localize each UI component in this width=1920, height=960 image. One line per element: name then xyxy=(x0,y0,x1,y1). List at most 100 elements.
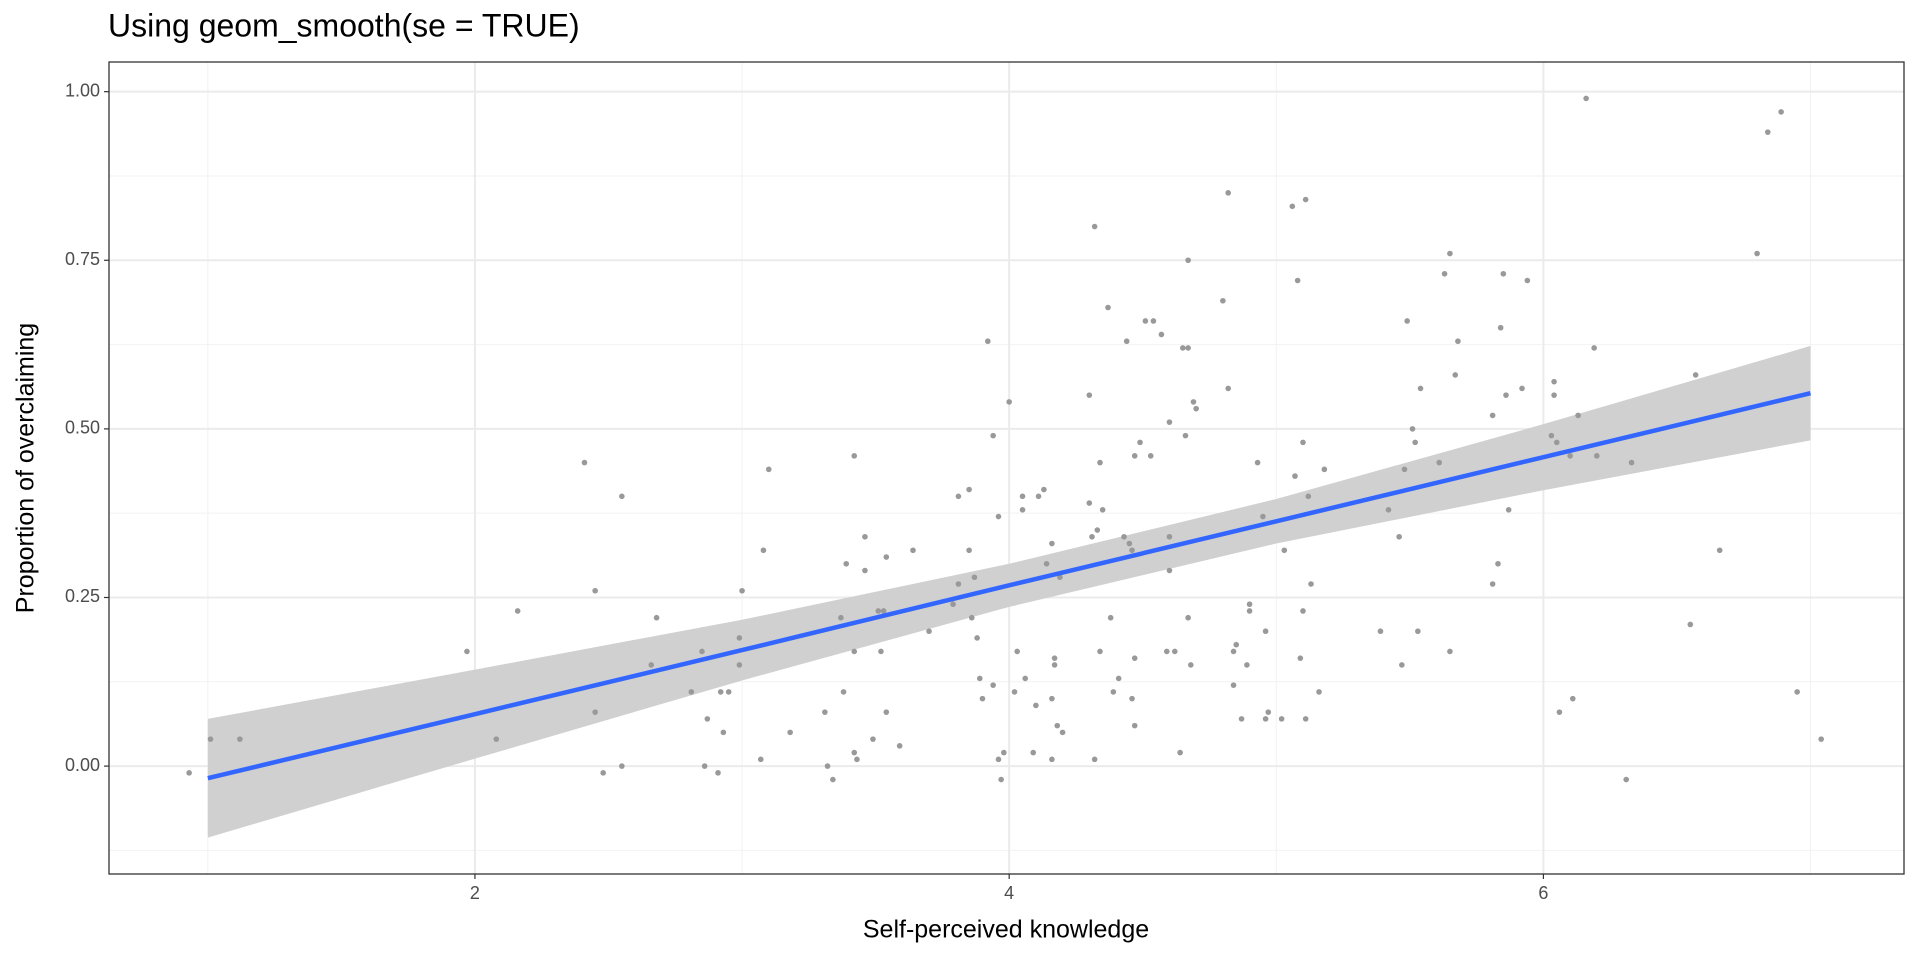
point xyxy=(1687,621,1694,628)
point xyxy=(896,743,903,749)
point xyxy=(1551,378,1557,385)
point xyxy=(1163,648,1170,655)
y-axis-title: Proportion of overclaiming xyxy=(12,323,40,613)
point xyxy=(851,648,858,655)
point xyxy=(1041,486,1047,493)
point xyxy=(1404,318,1410,324)
point xyxy=(971,574,978,581)
point xyxy=(1300,608,1306,614)
point xyxy=(1091,223,1098,230)
point xyxy=(1292,473,1298,479)
point xyxy=(581,459,588,466)
point xyxy=(592,587,598,594)
point xyxy=(1182,432,1189,439)
point xyxy=(648,662,655,668)
point xyxy=(926,628,932,635)
point xyxy=(1033,702,1039,709)
point xyxy=(1305,493,1312,500)
point xyxy=(1193,405,1199,412)
point xyxy=(1623,776,1630,783)
confidence-band xyxy=(207,345,1811,838)
point xyxy=(1014,648,1020,655)
point xyxy=(1150,318,1157,324)
point xyxy=(720,729,727,736)
point xyxy=(1185,257,1191,264)
y-tick-label: 0.00 xyxy=(65,755,100,775)
point xyxy=(870,736,876,742)
point xyxy=(1308,581,1314,587)
point xyxy=(1297,655,1304,661)
point xyxy=(1716,547,1723,554)
point xyxy=(725,689,732,695)
point xyxy=(1489,412,1496,419)
point xyxy=(1377,628,1384,635)
y-tick-label: 1.00 xyxy=(65,80,100,100)
point xyxy=(1147,453,1154,459)
point xyxy=(1281,547,1288,554)
point xyxy=(990,682,996,688)
point xyxy=(1049,756,1055,763)
point xyxy=(699,648,705,655)
point xyxy=(1302,196,1309,203)
point xyxy=(1594,453,1600,459)
point xyxy=(995,513,1002,520)
point xyxy=(1142,318,1149,324)
point xyxy=(1099,507,1106,513)
point xyxy=(822,709,828,715)
point xyxy=(862,533,868,540)
point xyxy=(1051,655,1058,661)
point xyxy=(464,648,470,655)
point xyxy=(824,763,831,769)
point xyxy=(600,770,606,776)
point xyxy=(1030,749,1037,756)
y-tick-label: 0.75 xyxy=(65,249,100,269)
point xyxy=(1051,662,1058,668)
point xyxy=(1123,338,1130,345)
point xyxy=(1097,648,1103,655)
point xyxy=(715,770,721,776)
point xyxy=(1105,304,1111,311)
point xyxy=(1110,689,1117,695)
point xyxy=(1131,453,1138,459)
point xyxy=(1246,608,1253,614)
point xyxy=(955,493,962,500)
point xyxy=(1190,399,1197,405)
point xyxy=(1171,648,1178,655)
point xyxy=(736,635,743,641)
point xyxy=(739,587,745,594)
point xyxy=(1225,385,1232,392)
point xyxy=(1417,385,1424,392)
point xyxy=(838,614,844,621)
point xyxy=(883,554,890,560)
x-tick-label: 2 xyxy=(470,883,480,903)
panel-border xyxy=(108,61,1905,875)
point xyxy=(1185,345,1191,351)
point xyxy=(619,493,625,500)
point xyxy=(1794,689,1800,695)
point xyxy=(186,770,192,776)
point xyxy=(1022,675,1028,682)
point xyxy=(207,736,214,742)
point xyxy=(910,547,916,554)
point xyxy=(1185,614,1191,621)
point xyxy=(1764,129,1771,135)
point xyxy=(704,716,711,722)
point xyxy=(1412,439,1418,446)
x-tick-label: 4 xyxy=(1004,883,1014,903)
point xyxy=(1230,682,1237,688)
point xyxy=(1551,392,1557,398)
point xyxy=(1455,338,1461,345)
point xyxy=(990,432,996,439)
point xyxy=(1260,513,1266,520)
point xyxy=(1436,459,1443,466)
point xyxy=(1548,432,1555,439)
point xyxy=(966,547,972,554)
y-tick-label: 0.50 xyxy=(65,418,100,438)
point xyxy=(1300,439,1306,446)
chart-title: Using geom_smooth(se = TRUE) xyxy=(108,7,580,43)
point xyxy=(1628,459,1635,466)
point xyxy=(1553,439,1560,446)
y-tick-label: 0.25 xyxy=(65,586,100,606)
point xyxy=(1262,628,1269,635)
